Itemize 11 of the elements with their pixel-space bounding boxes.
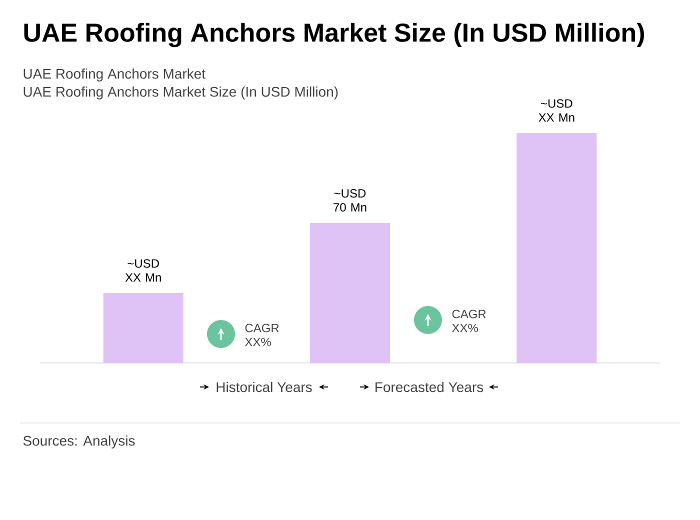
data-label: ~USD XX Mn bbox=[538, 99, 574, 122]
data-label: ~USD 70 Mn bbox=[334, 189, 366, 212]
source-note: Sources: Analysis bbox=[23, 435, 135, 449]
chart-subtitle: UAE Roofing Anchors Market bbox=[24, 68, 206, 82]
text: UAE Roofing Anchors Market Size (In USD Million) bbox=[24, 86, 338, 100]
text: Historical Years bbox=[216, 382, 312, 392]
text: Forecasted Years bbox=[376, 382, 484, 392]
annotation: CAGR XX% bbox=[244, 324, 279, 346]
data-label: ~USD XX Mn bbox=[125, 259, 161, 282]
annotation: CAGR XX% bbox=[452, 310, 486, 332]
chart-title: UAE Roofing Anchors Market Size (In USD Million) bbox=[24, 22, 644, 48]
